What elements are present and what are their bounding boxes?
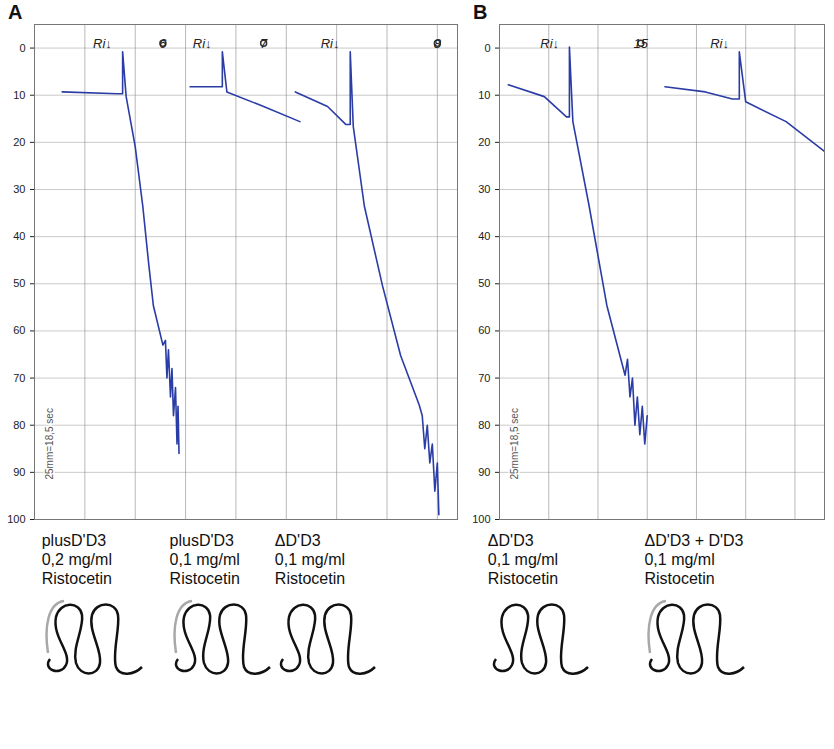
html-text:0,1 mg/ml: 0,1 mg/ml [274, 551, 346, 568]
html-text:plusD'D3: plusD'D3 [41, 532, 107, 549]
html-text:Ristocetin: Ristocetin [644, 570, 715, 587]
svg-text:100: 100 [7, 513, 25, 525]
svg-text:0: 0 [19, 42, 25, 54]
svg-text:30: 30 [13, 183, 25, 195]
svg-text:40: 40 [13, 230, 25, 242]
html-text:Ristocetin: Ristocetin [274, 570, 346, 587]
html-text:B: B [473, 1, 488, 23]
svg-text:80: 80 [13, 419, 25, 431]
html-text:0,1 mg/ml: 0,1 mg/ml [487, 551, 559, 568]
svg-text:Ri↓: Ri↓ [540, 36, 559, 51]
svg-text:70: 70 [13, 372, 25, 384]
svg-text:7: 7 [260, 36, 268, 51]
svg-text:60: 60 [13, 324, 25, 336]
svg-text:100: 100 [472, 513, 490, 525]
svg-text:25mm=18,5 sec: 25mm=18,5 sec [509, 408, 520, 479]
html-text:Ristocetin: Ristocetin [169, 570, 240, 587]
svg-text:Ri↓: Ri↓ [710, 36, 729, 51]
svg-text:8: 8 [434, 36, 442, 51]
html-text:ΔD'D3 + D'D3: ΔD'D3 + D'D3 [644, 532, 744, 549]
html-text:Ristocetin: Ristocetin [41, 570, 112, 587]
svg-text:40: 40 [478, 230, 490, 242]
html-text:plusD'D3: plusD'D3 [169, 532, 234, 549]
svg-text:Ri↓: Ri↓ [321, 36, 340, 51]
svg-text:20: 20 [13, 136, 25, 148]
html-text:A: A [8, 1, 23, 23]
svg-text:50: 50 [13, 277, 25, 289]
svg-text:Ri↓: Ri↓ [193, 36, 212, 51]
svg-text:90: 90 [13, 466, 25, 478]
html-text:ΔD'D3: ΔD'D3 [487, 532, 534, 549]
svg-text:10: 10 [13, 89, 25, 101]
html-text:Ristocetin: Ristocetin [487, 570, 559, 587]
html-text:ΔD'D3: ΔD'D3 [274, 532, 321, 549]
svg-text:20: 20 [478, 136, 490, 148]
svg-text:70: 70 [478, 372, 490, 384]
svg-text:30: 30 [478, 183, 490, 195]
svg-text:Ri↓: Ri↓ [93, 36, 112, 51]
svg-text:0: 0 [484, 42, 490, 54]
svg-text:10: 10 [478, 89, 490, 101]
html-text:0,1 mg/ml: 0,1 mg/ml [644, 551, 715, 568]
svg-text:15: 15 [634, 36, 649, 51]
svg-text:90: 90 [478, 466, 490, 478]
html-text:0,2 mg/ml: 0,2 mg/ml [41, 551, 112, 568]
svg-text:6: 6 [159, 36, 167, 51]
svg-text:60: 60 [478, 324, 490, 336]
html-text:0,1 mg/ml: 0,1 mg/ml [169, 551, 240, 568]
svg-text:50: 50 [478, 277, 490, 289]
svg-text:80: 80 [478, 419, 490, 431]
svg-text:25mm=18,5 sec: 25mm=18,5 sec [44, 408, 55, 479]
